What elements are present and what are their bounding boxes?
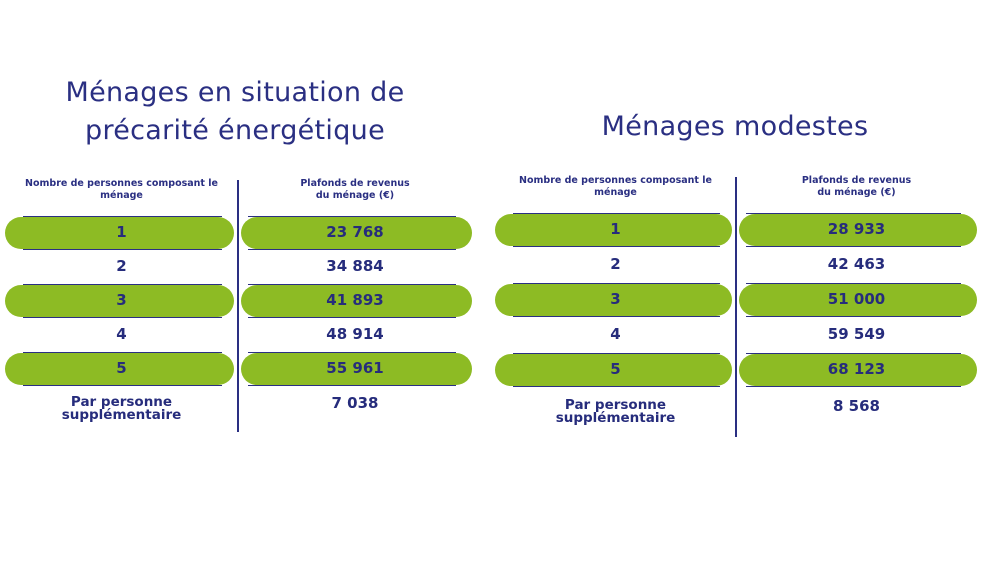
ceiling-cell: 23 768 [326, 223, 384, 241]
row-highlight-left [495, 284, 732, 316]
column-divider [237, 180, 239, 432]
row-border-bottom [513, 386, 720, 387]
row-highlight-left [5, 217, 234, 249]
row-border-bottom [746, 386, 961, 387]
row-border-top [513, 353, 720, 354]
row-border-bottom [746, 246, 961, 247]
row-border-top [513, 213, 720, 214]
row-highlight-right [241, 285, 472, 317]
table-1-title: Ménages en situation de précarité énergé… [65, 77, 405, 146]
col-ceiling-header: Plafonds de revenus du ménage (€) [801, 175, 912, 198]
row-border-bottom [248, 385, 456, 386]
ceiling-cell: 41 893 [326, 291, 384, 309]
row-border-top [23, 216, 222, 217]
col-persons-header: Nombre de personnes composant le ménage [519, 175, 712, 198]
row-border-top [23, 352, 222, 353]
row-border-bottom [248, 317, 456, 318]
table-2-title: Ménages modestes [601, 111, 869, 142]
ceiling-cell: 55 961 [326, 359, 384, 377]
row-border-bottom [248, 249, 456, 250]
row-border-bottom [23, 249, 222, 250]
row-highlight-right [241, 217, 472, 249]
row-highlight-right [241, 353, 472, 385]
row-highlight-left [495, 214, 732, 246]
row-highlight-left [5, 285, 234, 317]
row-border-top [746, 283, 961, 284]
ceiling-cell: 42 463 [827, 255, 886, 273]
row-border-top [513, 283, 720, 284]
persons-cell: 5 [116, 359, 127, 377]
row-border-bottom [513, 246, 720, 247]
persons-cell: 3 [610, 290, 621, 308]
persons-cell: 2 [610, 255, 621, 273]
row-highlight-left [5, 353, 234, 385]
ceiling-cell: 59 549 [827, 325, 886, 343]
ceiling-cell: 51 000 [827, 290, 886, 308]
persons-cell: 2 [116, 257, 127, 275]
row-border-bottom [23, 317, 222, 318]
row-border-top [248, 352, 456, 353]
row-highlight-right [739, 354, 977, 386]
persons-cell: 4 [610, 325, 621, 343]
row-border-top [746, 213, 961, 214]
row-highlight-left [495, 354, 732, 386]
row-border-top [746, 353, 961, 354]
row-highlight-right [739, 214, 977, 246]
row-border-top [248, 216, 456, 217]
ceiling-cell: 28 933 [827, 220, 886, 238]
extra-person-label: Par personne supplémentaire [555, 397, 676, 426]
persons-cell: 3 [116, 291, 127, 309]
row-border-bottom [513, 316, 720, 317]
ceiling-cell: 68 123 [827, 360, 886, 378]
row-border-top [248, 284, 456, 285]
extra-person-value: 8 568 [833, 397, 880, 415]
persons-cell: 1 [610, 220, 621, 238]
row-border-bottom [746, 316, 961, 317]
persons-cell: 5 [610, 360, 621, 378]
row-border-bottom [23, 385, 222, 386]
extra-person-label: Par personne supplémentaire [61, 394, 182, 423]
ceiling-cell: 48 914 [326, 325, 384, 343]
ceiling-cell: 34 884 [326, 257, 384, 275]
col-persons-header: Nombre de personnes composant le ménage [25, 178, 218, 201]
persons-cell: 1 [116, 223, 127, 241]
extra-person-value: 7 038 [331, 394, 379, 412]
column-divider [735, 177, 737, 437]
col-ceiling-header: Plafonds de revenus du ménage (€) [300, 178, 410, 201]
row-border-top [23, 284, 222, 285]
row-highlight-right [739, 284, 977, 316]
persons-cell: 4 [116, 325, 127, 343]
